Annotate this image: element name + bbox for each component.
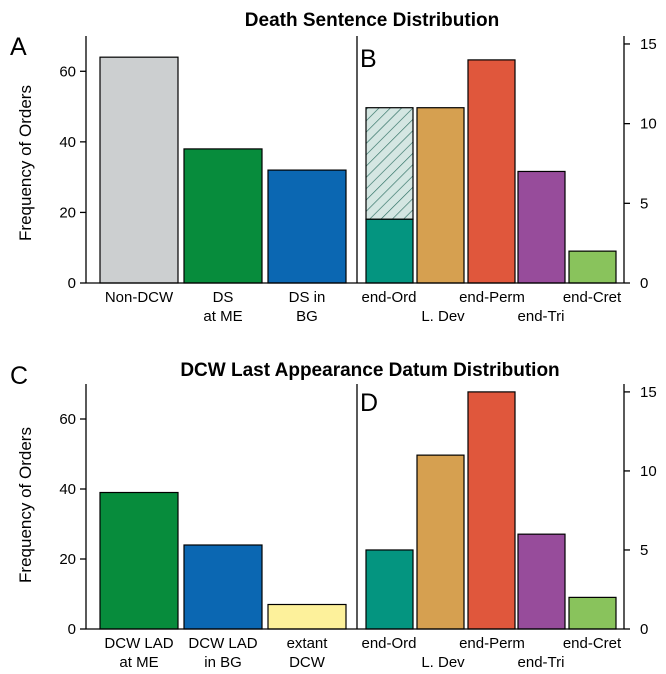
x-tick-label: end-Tri	[518, 654, 565, 671]
panel-letter-b: B	[360, 45, 377, 73]
y-tick-label-left: 60	[59, 63, 76, 80]
y-tick-label-right: 0	[640, 621, 648, 638]
x-tick-label: DCW LAD	[104, 635, 173, 652]
panel-letter-d: D	[360, 389, 378, 417]
y-tick-label-right: 10	[640, 463, 657, 480]
y-axis-label-top: Frequency of Orders	[16, 85, 35, 241]
x-tick-label: end-Perm	[459, 289, 525, 306]
y-tick-label-left: 60	[59, 411, 76, 428]
bar	[517, 533, 566, 630]
bar	[99, 56, 179, 284]
y-tick-label-right: 0	[640, 275, 648, 292]
bar	[183, 544, 263, 630]
x-tick-label: end-Cret	[563, 635, 622, 652]
x-tick-label: at ME	[203, 308, 242, 325]
y-axis-label-bottom: Frequency of Orders	[16, 427, 35, 583]
bar	[568, 250, 617, 284]
x-tick-label: end-Perm	[459, 635, 525, 652]
title-bottom: DCW Last Appearance Datum Distribution	[180, 360, 559, 381]
x-tick-label: L. Dev	[421, 654, 465, 671]
bar-hatched	[365, 107, 414, 220]
y-tick-label-right: 5	[640, 542, 648, 559]
y-tick-label-right: 10	[640, 116, 657, 133]
x-tick-label: extant	[287, 635, 329, 652]
y-tick-label-left: 0	[68, 275, 76, 292]
bar	[365, 549, 414, 630]
bar	[568, 596, 617, 630]
x-tick-label: DS in	[289, 289, 326, 306]
bar	[416, 454, 465, 630]
bar	[99, 491, 179, 630]
x-tick-label: end-Ord	[361, 635, 416, 652]
title-top: Death Sentence Distribution	[245, 10, 499, 31]
y-tick-label-right: 15	[640, 36, 657, 53]
x-tick-label: Non-DCW	[105, 289, 174, 306]
y-tick-label-left: 20	[59, 551, 76, 568]
y-tick-label-left: 40	[59, 134, 76, 151]
x-tick-label: at ME	[119, 654, 158, 671]
y-tick-label-left: 40	[59, 481, 76, 498]
x-tick-label: DCW LAD	[188, 635, 257, 652]
panel-letter-c: C	[10, 362, 28, 390]
bar	[365, 218, 414, 284]
x-tick-label: end-Tri	[518, 308, 565, 325]
x-tick-label: L. Dev	[421, 308, 465, 325]
bar	[267, 169, 347, 284]
y-tick-label-right: 15	[640, 384, 657, 401]
panel-letter-a: A	[10, 33, 27, 61]
bar	[467, 391, 516, 630]
x-tick-label: BG	[296, 308, 318, 325]
bar	[183, 148, 263, 284]
bar	[517, 170, 566, 284]
bar	[416, 107, 465, 284]
y-tick-label-left: 0	[68, 621, 76, 638]
x-tick-label: DS	[213, 289, 234, 306]
y-tick-label-left: 20	[59, 204, 76, 221]
x-tick-label: end-Ord	[361, 289, 416, 306]
x-tick-label: end-Cret	[563, 289, 622, 306]
x-tick-label: in BG	[204, 654, 242, 671]
plots-layer: Non-DCW DS at ME DS in BG end-Ord L. Dev end-Pe…	[59, 36, 656, 671]
bar	[467, 59, 516, 284]
x-tick-label: DCW	[289, 654, 326, 671]
y-tick-label-right: 5	[640, 195, 648, 212]
bar	[267, 603, 347, 630]
